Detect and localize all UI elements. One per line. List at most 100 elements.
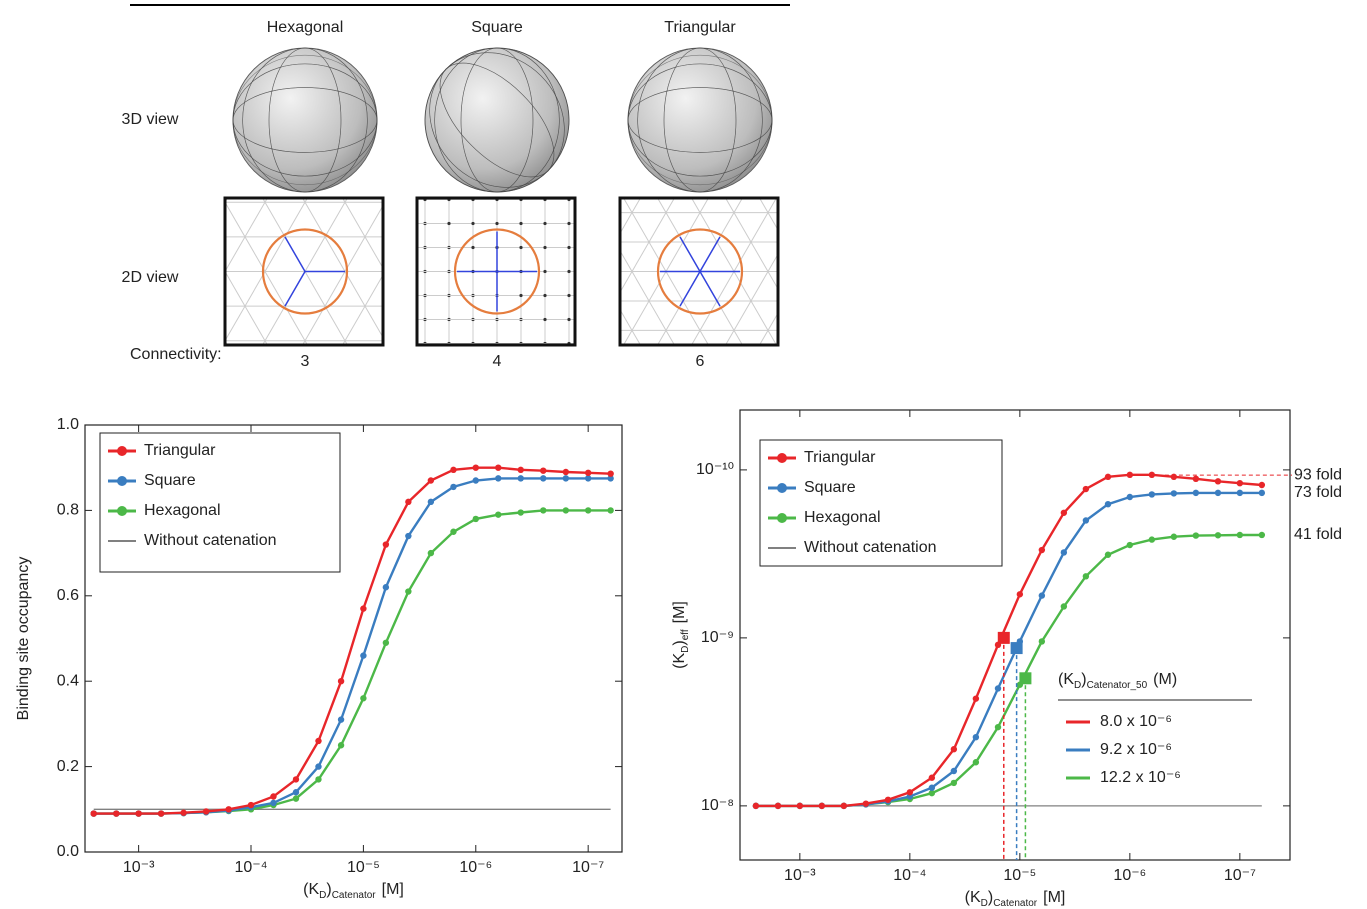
lattice-line xyxy=(620,308,642,345)
legend-marker xyxy=(117,476,127,486)
x-axis-label-part: Catenator xyxy=(332,890,377,901)
series-point xyxy=(450,466,457,474)
lattice-node xyxy=(567,293,571,298)
spoke xyxy=(679,236,701,272)
series-point xyxy=(584,469,592,477)
legend-label: Triangular xyxy=(804,449,876,466)
series-point xyxy=(1214,532,1222,539)
series-point xyxy=(495,475,502,482)
plot-frame xyxy=(739,409,1291,861)
sphere xyxy=(232,47,378,193)
lattice-node xyxy=(399,366,402,369)
lattice-node xyxy=(591,342,594,345)
series-point xyxy=(928,789,936,797)
lattice-line xyxy=(690,198,778,345)
series-point xyxy=(1104,551,1112,558)
lattice-line xyxy=(753,10,953,356)
series-point xyxy=(450,528,457,535)
lattice-node xyxy=(519,366,522,369)
midpoint-marker xyxy=(1019,672,1032,685)
lattice-line xyxy=(620,198,676,294)
x-axis-label: (KD)Catenator [M] xyxy=(965,889,1066,908)
inset-entry: 8.0 x 10⁻⁶ xyxy=(1100,713,1172,730)
x-tick-label: 10⁻³ xyxy=(123,859,155,876)
legend-marker xyxy=(777,513,787,523)
series-point xyxy=(972,695,980,702)
series-point xyxy=(1192,475,1200,483)
series-point xyxy=(1192,489,1200,497)
series-point xyxy=(562,507,570,514)
series-point xyxy=(360,605,367,612)
lattice-node xyxy=(519,245,523,250)
lattice-line xyxy=(225,198,309,342)
lattice-node xyxy=(423,366,426,369)
lattice-line xyxy=(25,0,225,341)
inset-title: (KD)Catenator_50 (M) xyxy=(1058,671,1177,690)
sphere-body xyxy=(627,47,773,193)
series-point xyxy=(950,767,958,775)
series-point xyxy=(540,475,547,482)
lattice-line xyxy=(690,198,778,345)
inset-entry: 12.2 x 10⁻⁶ xyxy=(1100,769,1181,786)
lattice-line xyxy=(301,204,383,345)
lattice-node xyxy=(471,221,475,226)
series-point xyxy=(472,477,479,484)
x-tick-label: 10⁻⁴ xyxy=(893,867,926,884)
spoke xyxy=(699,271,721,307)
x-axis-label-part: (K xyxy=(965,889,981,906)
lattice-line xyxy=(225,201,309,345)
lattice-node xyxy=(591,174,594,177)
series-point xyxy=(884,796,892,803)
series-point xyxy=(472,515,479,523)
series-point xyxy=(1258,481,1266,489)
series-point xyxy=(584,475,592,482)
connectivity-label: Connectivity: xyxy=(130,346,222,363)
y-tick-label: 1.0 xyxy=(57,416,79,433)
y-axis-label-part: (K xyxy=(671,653,688,669)
legend-marker xyxy=(777,483,787,493)
sphere xyxy=(424,47,570,193)
x-axis-label-part: Catenator xyxy=(993,898,1038,909)
series-point xyxy=(157,810,165,817)
series-point xyxy=(1082,573,1090,580)
lattice-line xyxy=(225,198,269,273)
x-axis-label-part: ) xyxy=(988,889,993,906)
series-point xyxy=(774,802,782,810)
series-point xyxy=(495,511,502,518)
x-axis-label-part: D xyxy=(981,898,988,909)
series-point xyxy=(427,498,435,506)
series-point xyxy=(202,808,210,815)
lattice-node xyxy=(567,366,570,369)
lattice-line xyxy=(622,198,710,345)
series-point xyxy=(360,695,367,702)
lattice-line xyxy=(301,198,383,339)
lattice-node xyxy=(423,174,426,177)
y-axis-label-part: ) xyxy=(671,640,688,645)
x-axis-label-part: (K xyxy=(303,881,319,898)
inset-title-part: ) xyxy=(1081,671,1086,688)
lattice-node xyxy=(567,221,571,226)
series-point xyxy=(1236,531,1244,539)
legend-marker xyxy=(777,453,787,463)
series-point xyxy=(495,464,502,471)
legend-marker xyxy=(117,506,127,516)
series-point xyxy=(1060,509,1068,516)
series-point xyxy=(972,759,980,766)
y-tick-label: 0.0 xyxy=(57,843,79,860)
lattice-node xyxy=(519,221,523,226)
series-point xyxy=(517,509,524,516)
series-point xyxy=(270,799,277,807)
view-box xyxy=(618,196,780,347)
series-point xyxy=(796,802,804,810)
connectivity-value: 4 xyxy=(493,353,502,370)
series-point xyxy=(994,685,1002,692)
series-point xyxy=(1104,473,1112,481)
series-point xyxy=(292,789,300,796)
y-tick-label: 0.6 xyxy=(57,587,79,604)
lattice-node xyxy=(591,222,594,225)
x-tick-label: 10⁻⁷ xyxy=(1224,867,1256,884)
series-point xyxy=(1214,478,1222,485)
series-point xyxy=(517,466,524,474)
series-point xyxy=(1170,533,1178,540)
series-point xyxy=(950,746,958,753)
